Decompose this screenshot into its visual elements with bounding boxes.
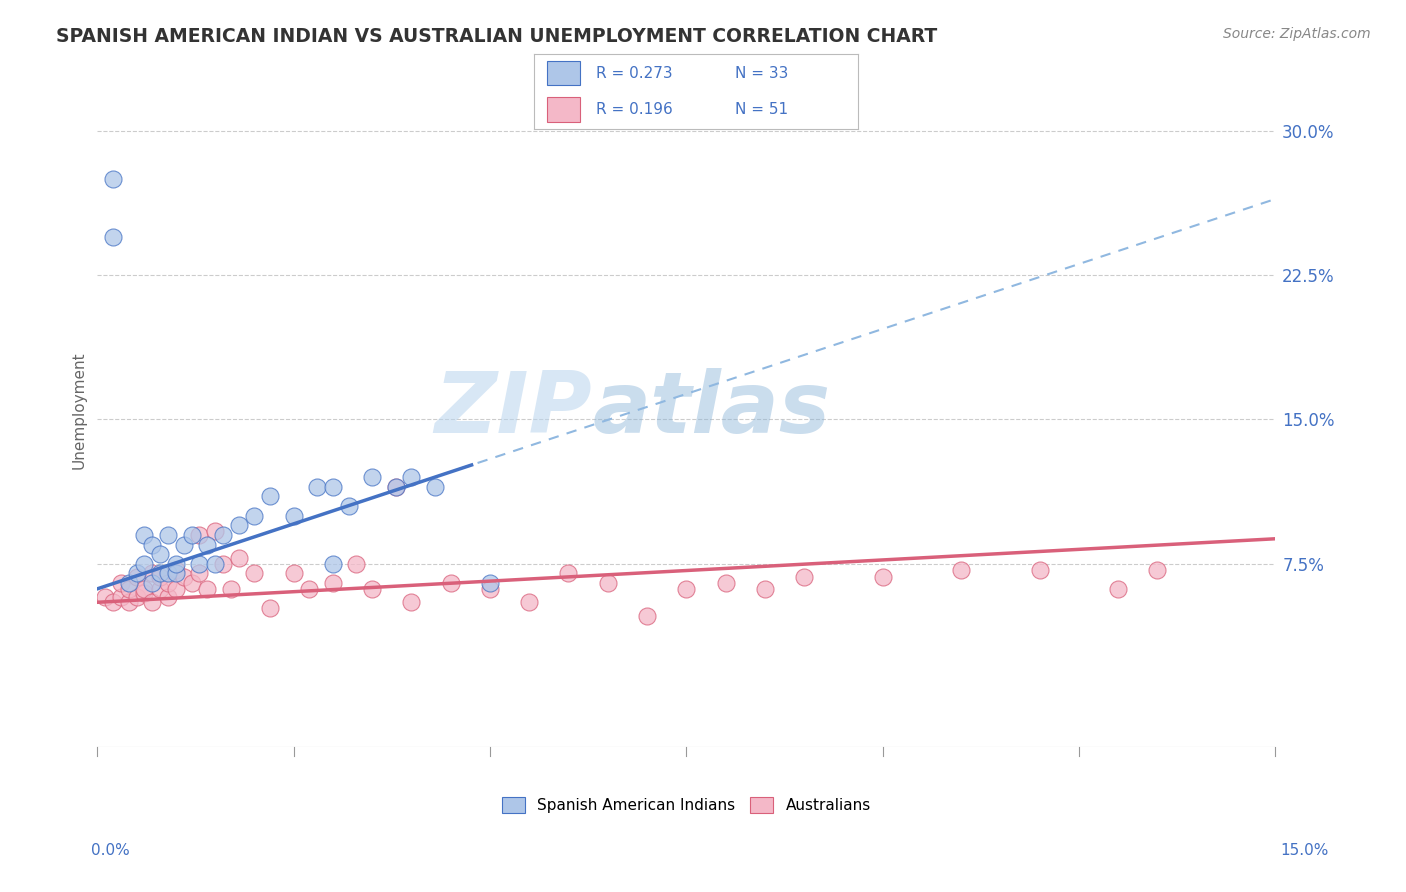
Point bbox=[337, 499, 360, 513]
Point bbox=[283, 566, 305, 581]
Point bbox=[134, 585, 156, 599]
Point bbox=[478, 582, 501, 596]
Point bbox=[557, 566, 579, 581]
Point bbox=[243, 508, 266, 523]
Point bbox=[141, 537, 163, 551]
Point bbox=[361, 470, 384, 484]
Point bbox=[157, 566, 180, 581]
Point bbox=[423, 480, 446, 494]
Point bbox=[188, 566, 211, 581]
Point bbox=[125, 566, 148, 581]
Point bbox=[157, 576, 180, 591]
Text: N = 51: N = 51 bbox=[735, 102, 787, 117]
Point bbox=[204, 557, 226, 571]
Point bbox=[307, 480, 329, 494]
Text: 15.0%: 15.0% bbox=[1281, 843, 1329, 858]
Point bbox=[714, 576, 737, 591]
Point bbox=[94, 590, 117, 604]
Text: SPANISH AMERICAN INDIAN VS AUSTRALIAN UNEMPLOYMENT CORRELATION CHART: SPANISH AMERICAN INDIAN VS AUSTRALIAN UN… bbox=[56, 27, 938, 45]
Point bbox=[793, 570, 815, 584]
Text: Source: ZipAtlas.com: Source: ZipAtlas.com bbox=[1223, 27, 1371, 41]
Text: 0.0%: 0.0% bbox=[91, 843, 131, 858]
Point bbox=[228, 518, 250, 533]
Bar bbox=[547, 97, 579, 122]
Point bbox=[134, 557, 156, 571]
Text: ZIP: ZIP bbox=[434, 368, 592, 451]
Point bbox=[188, 557, 211, 571]
Point bbox=[101, 595, 124, 609]
Point bbox=[1146, 563, 1168, 577]
Bar bbox=[547, 62, 579, 86]
Point bbox=[384, 480, 406, 494]
Point bbox=[180, 528, 202, 542]
Point bbox=[243, 566, 266, 581]
Text: R = 0.273: R = 0.273 bbox=[596, 66, 672, 81]
Point bbox=[101, 229, 124, 244]
Point bbox=[478, 576, 501, 591]
Point bbox=[141, 576, 163, 591]
Point bbox=[195, 537, 218, 551]
Point bbox=[219, 582, 242, 596]
Point bbox=[322, 557, 344, 571]
Text: atlas: atlas bbox=[592, 368, 830, 451]
Point bbox=[157, 590, 180, 604]
Point bbox=[1028, 563, 1050, 577]
Point bbox=[401, 595, 423, 609]
Point bbox=[1107, 582, 1129, 596]
Point bbox=[118, 582, 141, 596]
Point bbox=[165, 563, 187, 577]
Point bbox=[125, 590, 148, 604]
Text: R = 0.196: R = 0.196 bbox=[596, 102, 672, 117]
Point bbox=[149, 547, 172, 561]
Point bbox=[517, 595, 540, 609]
Point bbox=[141, 566, 163, 581]
Point bbox=[322, 480, 344, 494]
Point bbox=[298, 582, 321, 596]
Point bbox=[440, 576, 463, 591]
Point bbox=[165, 566, 187, 581]
Point bbox=[322, 576, 344, 591]
Point bbox=[212, 557, 235, 571]
Point bbox=[110, 590, 132, 604]
Point bbox=[950, 563, 973, 577]
Point bbox=[141, 595, 163, 609]
Point bbox=[188, 528, 211, 542]
Point bbox=[118, 576, 141, 591]
Point bbox=[173, 570, 195, 584]
Point bbox=[872, 570, 894, 584]
Legend: Spanish American Indians, Australians: Spanish American Indians, Australians bbox=[502, 797, 870, 814]
Point bbox=[101, 171, 124, 186]
Point bbox=[118, 595, 141, 609]
Point bbox=[675, 582, 697, 596]
Point bbox=[346, 557, 368, 571]
Point bbox=[636, 608, 658, 623]
Point bbox=[149, 570, 172, 584]
Point bbox=[401, 470, 423, 484]
Point bbox=[259, 490, 281, 504]
Point bbox=[157, 528, 180, 542]
Point bbox=[165, 557, 187, 571]
Point bbox=[149, 582, 172, 596]
Point bbox=[195, 582, 218, 596]
Text: N = 33: N = 33 bbox=[735, 66, 789, 81]
Point bbox=[283, 508, 305, 523]
Point bbox=[754, 582, 776, 596]
Y-axis label: Unemployment: Unemployment bbox=[72, 351, 86, 468]
Point bbox=[228, 551, 250, 566]
Point bbox=[180, 576, 202, 591]
Point bbox=[212, 528, 235, 542]
Point bbox=[384, 480, 406, 494]
Point bbox=[596, 576, 619, 591]
Point bbox=[134, 528, 156, 542]
Point bbox=[259, 601, 281, 615]
Point bbox=[165, 582, 187, 596]
Point bbox=[149, 566, 172, 581]
Point bbox=[134, 582, 156, 596]
Point bbox=[204, 524, 226, 538]
Point bbox=[173, 537, 195, 551]
Point bbox=[110, 576, 132, 591]
Point bbox=[361, 582, 384, 596]
Point bbox=[125, 570, 148, 584]
